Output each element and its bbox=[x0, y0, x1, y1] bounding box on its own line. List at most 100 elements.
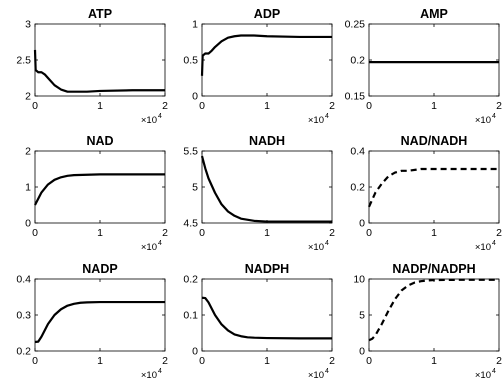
x-exponent-label: ×10 bbox=[308, 115, 324, 126]
series-line-0 bbox=[200, 155, 332, 223]
x-exponent-power: 4 bbox=[325, 368, 329, 375]
panel-title: NADP/NADPH bbox=[392, 262, 475, 276]
y-tick-label: 4.5 bbox=[183, 218, 198, 230]
x-tick-label: 0 bbox=[199, 355, 205, 367]
y-tick-label: 0.5 bbox=[183, 55, 198, 67]
panel-4: NADH 4.5 5 5.5 0 1 2 ×10 4 bbox=[183, 134, 335, 253]
y-tick-label: 0.3 bbox=[16, 310, 31, 322]
panel-7: NADPH 0 0.1 0.2 0 1 2 ×10 4 bbox=[183, 262, 335, 381]
x-tick-label: 1 bbox=[97, 227, 103, 239]
y-tick-label: 1 bbox=[25, 182, 31, 194]
y-tick-label: 0.15 bbox=[345, 91, 366, 103]
x-tick-label: 1 bbox=[431, 355, 437, 367]
x-tick-label: 2 bbox=[329, 100, 335, 112]
panel-5: NAD/NADH 0 0.2 0.4 0 1 2 ×10 4 bbox=[350, 134, 502, 253]
panel-6: NADP 0.2 0.3 0.4 0 1 2 ×10 4 bbox=[16, 262, 168, 381]
series-line-0 bbox=[34, 173, 165, 206]
x-tick-label: 0 bbox=[32, 227, 38, 239]
x-tick-label: 2 bbox=[162, 227, 168, 239]
plot-frame bbox=[201, 23, 333, 97]
x-exponent-power: 4 bbox=[492, 240, 496, 247]
y-tick-label: 0.2 bbox=[350, 182, 365, 194]
x-tick-label: 1 bbox=[264, 227, 270, 239]
panel-title: AMP bbox=[420, 7, 448, 21]
panel-title: NADPH bbox=[245, 262, 289, 276]
x-tick-label: 1 bbox=[264, 100, 270, 112]
panel-8: NADP/NADPH 0 5 10 0 1 2 ×10 4 bbox=[353, 262, 502, 381]
x-exponent-power: 4 bbox=[492, 113, 496, 120]
panel-title: NADP bbox=[82, 262, 117, 276]
panel-title: NADH bbox=[249, 134, 285, 148]
x-tick-label: 2 bbox=[496, 227, 502, 239]
y-tick-label: 0 bbox=[359, 346, 365, 358]
x-exponent-label: ×10 bbox=[475, 242, 491, 253]
x-tick-label: 1 bbox=[431, 100, 437, 112]
x-exponent-power: 4 bbox=[325, 240, 329, 247]
y-tick-label: 0 bbox=[192, 346, 198, 358]
x-exponent-label: ×10 bbox=[308, 370, 324, 381]
x-tick-label: 2 bbox=[329, 227, 335, 239]
x-exponent-label: ×10 bbox=[475, 370, 491, 381]
x-exponent-label: ×10 bbox=[141, 115, 157, 126]
series-line-0 bbox=[33, 49, 165, 93]
panel-2: AMP 0.15 0.2 0.25 0 1 2 ×10 4 bbox=[345, 7, 502, 126]
x-tick-label: 0 bbox=[366, 227, 372, 239]
plot-frame bbox=[368, 278, 500, 352]
y-tick-label: 5.5 bbox=[183, 146, 198, 158]
series-line-0 bbox=[200, 34, 332, 76]
x-exponent-power: 4 bbox=[325, 113, 329, 120]
x-tick-label: 1 bbox=[97, 355, 103, 367]
x-tick-label: 0 bbox=[366, 100, 372, 112]
panel-title: ATP bbox=[88, 7, 112, 21]
x-tick-label: 0 bbox=[199, 100, 205, 112]
x-tick-label: 2 bbox=[162, 100, 168, 112]
y-tick-label: 0.4 bbox=[16, 274, 31, 286]
y-tick-label: 0.25 bbox=[345, 19, 366, 31]
plot-frame bbox=[368, 150, 500, 224]
x-exponent-label: ×10 bbox=[141, 242, 157, 253]
series-line-0 bbox=[367, 167, 499, 208]
x-tick-label: 2 bbox=[329, 355, 335, 367]
plot-frame bbox=[34, 150, 166, 224]
plot-frame bbox=[368, 23, 500, 97]
x-tick-label: 0 bbox=[199, 227, 205, 239]
plot-frame bbox=[201, 278, 333, 352]
y-tick-label: 5 bbox=[192, 182, 198, 194]
y-tick-label: 1 bbox=[192, 19, 198, 31]
panel-1: ADP 0 0.5 1 0 1 2 ×10 4 bbox=[183, 7, 335, 126]
y-tick-label: 0 bbox=[359, 218, 365, 230]
x-exponent-label: ×10 bbox=[141, 370, 157, 381]
x-exponent-power: 4 bbox=[158, 240, 162, 247]
panel-3: NAD 0 1 2 0 1 2 ×10 4 bbox=[25, 134, 168, 253]
x-exponent-power: 4 bbox=[158, 113, 162, 120]
series-line-0 bbox=[34, 300, 165, 344]
panel-0: ATP 2 2.5 3 0 1 2 ×10 4 bbox=[16, 7, 168, 126]
x-exponent-power: 4 bbox=[492, 368, 496, 375]
series-line-0 bbox=[201, 296, 332, 340]
y-tick-label: 3 bbox=[25, 19, 31, 31]
y-tick-label: 0.2 bbox=[16, 346, 31, 358]
plot-frame bbox=[201, 150, 333, 224]
x-tick-label: 2 bbox=[496, 100, 502, 112]
y-tick-label: 2 bbox=[25, 91, 31, 103]
series-line-0 bbox=[368, 278, 499, 342]
x-tick-label: 2 bbox=[496, 355, 502, 367]
x-tick-label: 0 bbox=[366, 355, 372, 367]
y-tick-label: 2.5 bbox=[16, 55, 31, 67]
x-exponent-label: ×10 bbox=[475, 115, 491, 126]
x-tick-label: 0 bbox=[32, 100, 38, 112]
panel-title: ADP bbox=[254, 7, 280, 21]
x-tick-label: 1 bbox=[97, 100, 103, 112]
x-exponent-label: ×10 bbox=[308, 242, 324, 253]
panel-title: NAD/NADH bbox=[401, 134, 468, 148]
panel-title: NAD bbox=[86, 134, 113, 148]
y-tick-label: 0.4 bbox=[350, 146, 365, 158]
y-tick-label: 0 bbox=[192, 91, 198, 103]
y-tick-label: 0 bbox=[25, 218, 31, 230]
x-tick-label: 1 bbox=[264, 355, 270, 367]
y-tick-label: 10 bbox=[353, 274, 365, 286]
x-exponent-power: 4 bbox=[158, 368, 162, 375]
y-tick-label: 2 bbox=[25, 146, 31, 158]
y-tick-label: 0.1 bbox=[183, 310, 198, 322]
